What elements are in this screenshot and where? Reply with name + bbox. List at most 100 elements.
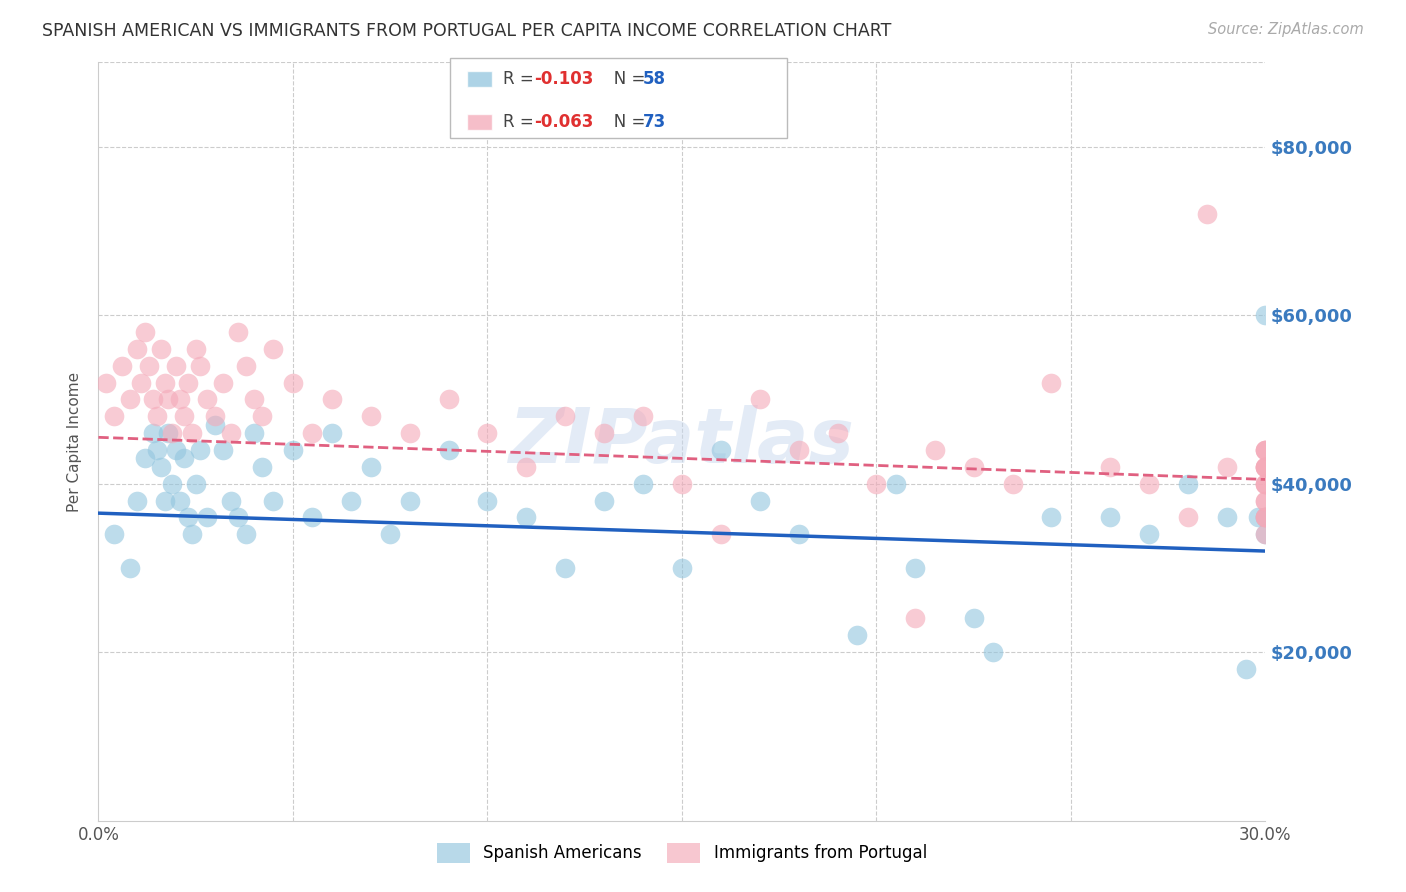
Point <box>142 392 165 407</box>
Point <box>631 476 654 491</box>
Point <box>188 359 211 373</box>
Point <box>962 459 984 474</box>
Point <box>865 476 887 491</box>
Text: -0.063: -0.063 <box>534 113 593 131</box>
Point <box>195 392 218 407</box>
Point <box>1246 510 1268 524</box>
Point <box>748 493 770 508</box>
Point <box>184 342 207 356</box>
Text: ZIPatlas: ZIPatlas <box>509 405 855 478</box>
Point <box>127 342 149 356</box>
Point <box>149 342 172 356</box>
Point <box>1098 459 1121 474</box>
Point <box>281 376 304 390</box>
Point <box>554 409 576 424</box>
Point <box>884 476 907 491</box>
Point <box>710 527 733 541</box>
Point <box>134 325 156 339</box>
Point <box>262 493 284 508</box>
Point <box>142 426 165 441</box>
Legend: Spanish Americans, Immigrants from Portugal: Spanish Americans, Immigrants from Portu… <box>430 837 934 869</box>
Point <box>1254 476 1277 491</box>
Text: N =: N = <box>598 113 650 131</box>
Point <box>103 409 125 424</box>
Point <box>787 527 810 541</box>
Point <box>228 510 250 524</box>
Point <box>904 561 927 575</box>
Point <box>554 561 576 575</box>
Point <box>127 493 149 508</box>
Point <box>250 409 273 424</box>
Point <box>301 426 323 441</box>
Point <box>593 493 616 508</box>
Point <box>243 426 266 441</box>
Point <box>243 392 266 407</box>
Point <box>1001 476 1024 491</box>
Point <box>204 417 226 432</box>
Point <box>96 376 118 390</box>
Point <box>398 493 420 508</box>
Point <box>180 527 202 541</box>
Point <box>904 611 927 625</box>
Point <box>1137 476 1160 491</box>
Point <box>1254 493 1277 508</box>
Point <box>360 409 382 424</box>
Point <box>146 409 169 424</box>
Point <box>924 442 946 457</box>
Text: Source: ZipAtlas.com: Source: ZipAtlas.com <box>1208 22 1364 37</box>
Point <box>1040 376 1063 390</box>
Point <box>173 409 195 424</box>
Point <box>1215 459 1237 474</box>
Point <box>515 459 537 474</box>
Point <box>710 442 733 457</box>
Point <box>1137 527 1160 541</box>
Point <box>262 342 284 356</box>
Point <box>981 645 1004 659</box>
Point <box>195 510 218 524</box>
Point <box>1254 442 1277 457</box>
Point <box>593 426 616 441</box>
Point <box>177 510 200 524</box>
Point <box>169 392 191 407</box>
Point <box>1254 527 1277 541</box>
Point <box>380 527 402 541</box>
Text: 73: 73 <box>643 113 666 131</box>
Point <box>1040 510 1063 524</box>
Point <box>321 426 343 441</box>
Point <box>1177 476 1199 491</box>
Point <box>188 442 211 457</box>
Point <box>827 426 849 441</box>
Text: R =: R = <box>503 70 540 88</box>
Point <box>477 426 499 441</box>
Point <box>437 442 460 457</box>
Point <box>134 451 156 466</box>
Point <box>129 376 152 390</box>
Point <box>1254 459 1277 474</box>
Point <box>165 442 187 457</box>
Point <box>111 359 134 373</box>
Point <box>103 527 125 541</box>
Point <box>228 325 250 339</box>
Point <box>219 426 242 441</box>
Point <box>153 493 176 508</box>
Point <box>787 442 810 457</box>
Point <box>360 459 382 474</box>
Point <box>1177 510 1199 524</box>
Point <box>165 359 187 373</box>
Point <box>321 392 343 407</box>
Point <box>1254 527 1277 541</box>
Point <box>118 561 141 575</box>
Point <box>962 611 984 625</box>
Point <box>1254 459 1277 474</box>
Point <box>1254 459 1277 474</box>
Point <box>1254 442 1277 457</box>
Point <box>177 376 200 390</box>
Point <box>250 459 273 474</box>
Point <box>1234 662 1257 676</box>
Point <box>169 493 191 508</box>
Point <box>146 442 169 457</box>
Point <box>1254 510 1277 524</box>
Point <box>1254 476 1277 491</box>
Point <box>340 493 363 508</box>
Point <box>437 392 460 407</box>
